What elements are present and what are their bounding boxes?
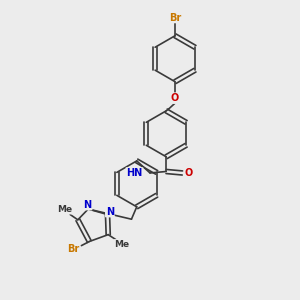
Text: O: O [185, 168, 193, 178]
Text: O: O [171, 93, 179, 103]
Text: Me: Me [57, 205, 72, 214]
Text: Me: Me [114, 240, 129, 249]
Text: Br: Br [67, 244, 79, 254]
Text: N: N [84, 200, 92, 210]
Text: HN: HN [126, 168, 142, 178]
Text: N: N [106, 207, 114, 217]
Text: Br: Br [169, 13, 181, 22]
